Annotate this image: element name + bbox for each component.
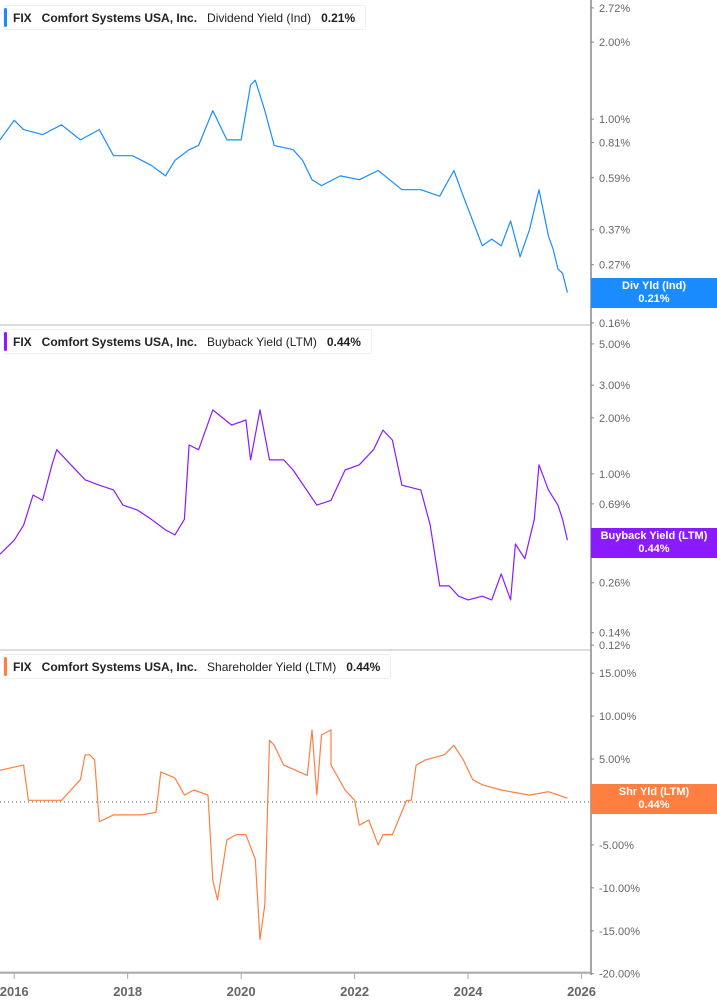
- y-tick-label: 0.69%: [599, 499, 630, 511]
- series-color-marker: [4, 657, 7, 676]
- x-tick-label: 2020: [227, 984, 256, 999]
- series-line-buyback-yield-ltm-: [0, 409, 568, 601]
- legend-ticker: FIX: [13, 10, 32, 25]
- x-tick-label: 2016: [0, 984, 29, 999]
- legend-value: 0.44%: [326, 334, 361, 349]
- tag-value: 0.44%: [638, 799, 670, 811]
- y-tick-label: 5.00%: [599, 754, 630, 766]
- legend-metric: Shareholder Yield (LTM): [207, 659, 337, 674]
- y-tick-label: 1.00%: [599, 469, 630, 481]
- legend-company: Comfort Systems USA, Inc.: [41, 659, 198, 674]
- legend-metric: Dividend Yield (Ind): [207, 10, 312, 25]
- y-tick-label: -5.00%: [599, 840, 634, 852]
- legend-dividend-yield[interactable]: FIX Comfort Systems USA, Inc. Dividend Y…: [3, 5, 367, 30]
- legend-value: 0.44%: [346, 659, 381, 674]
- y-tick-label: 2.00%: [599, 413, 630, 425]
- y-tick-label: 15.00%: [599, 668, 637, 680]
- tag-label: Buyback Yield (LTM): [600, 530, 708, 542]
- x-tick-label: 2024: [454, 984, 484, 999]
- y-tick-label: 0.81%: [599, 138, 630, 150]
- y-tick-label: -20.00%: [599, 969, 640, 981]
- legend-ticker: FIX: [13, 334, 32, 349]
- y-tick-label: 0.16%: [599, 318, 630, 330]
- y-tick-label: 0.26%: [599, 578, 630, 590]
- y-tick-label: 0.59%: [599, 173, 630, 185]
- y-tick-label: 0.12%: [599, 640, 630, 652]
- last-value-tag-buyback: Buyback Yield (LTM) 0.44%: [591, 528, 717, 558]
- legend-buyback-yield[interactable]: FIX Comfort Systems USA, Inc. Buyback Yi…: [3, 329, 372, 354]
- y-tick-label: -15.00%: [599, 926, 640, 938]
- y-tick-label: 0.37%: [599, 225, 630, 237]
- legend-shareholder-yield[interactable]: FIX Comfort Systems USA, Inc. Shareholde…: [3, 654, 392, 679]
- y-tick-label: 10.00%: [599, 711, 637, 723]
- y-tick-label: 2.72%: [599, 3, 630, 15]
- last-value-tag-shareholder: Shr Yld (LTM) 0.44%: [591, 784, 717, 814]
- series-line-dividend-yield-ind-: [0, 79, 568, 293]
- y-tick-label: 1.00%: [599, 114, 630, 126]
- x-tick-label: 2026: [567, 984, 596, 999]
- legend-company: Comfort Systems USA, Inc.: [41, 10, 198, 25]
- x-tick-label: 2022: [340, 984, 369, 999]
- legend-metric: Buyback Yield (LTM): [207, 334, 317, 349]
- last-value-tag-dividend: Div Yld (Ind) 0.21%: [591, 278, 717, 308]
- tag-value: 0.21%: [638, 293, 670, 305]
- series-color-marker: [4, 332, 7, 351]
- tag-value: 0.44%: [638, 543, 670, 555]
- y-tick-label: 5.00%: [599, 339, 630, 351]
- tag-label: Div Yld (Ind): [622, 280, 686, 292]
- y-tick-label: 0.14%: [599, 628, 630, 640]
- series-line-shareholder-yield-ltm-: [0, 729, 568, 941]
- y-tick-label: -10.00%: [599, 883, 640, 895]
- legend-ticker: FIX: [13, 659, 32, 674]
- tag-label: Shr Yld (LTM): [618, 786, 690, 798]
- legend-value: 0.21%: [321, 10, 356, 25]
- y-tick-label: 2.00%: [599, 37, 630, 49]
- x-tick-label: 2018: [113, 984, 142, 999]
- series-color-marker: [4, 8, 7, 27]
- y-tick-label: 0.27%: [599, 260, 630, 272]
- y-tick-label: 3.00%: [599, 380, 630, 392]
- legend-company: Comfort Systems USA, Inc.: [41, 334, 198, 349]
